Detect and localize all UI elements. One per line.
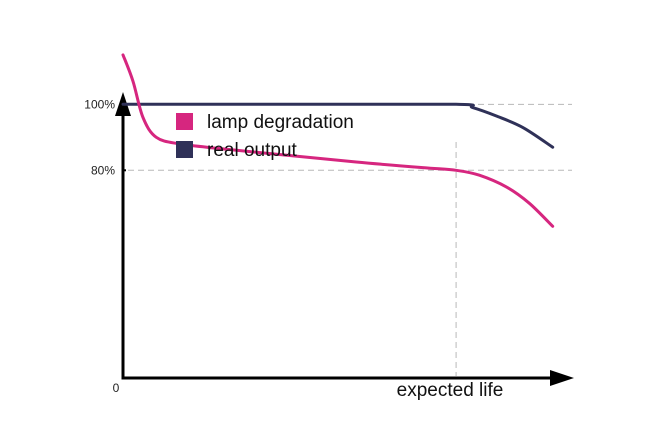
origin-label: 0 [113, 381, 120, 395]
axes [115, 92, 574, 386]
legend-swatch-real-output [176, 141, 193, 158]
series-line-real-output [121, 102, 555, 149]
legend-label-lamp-degradation: lamp degradation [207, 112, 354, 133]
y-tick-label: 100% [84, 97, 115, 111]
x-axis-label: expected life [397, 380, 504, 401]
legend: lamp degradation real output [176, 112, 354, 161]
axis-labels: 0 expected life 100% 80% [84, 97, 503, 401]
series-line-lamp-degradation [121, 53, 555, 228]
y-tick-label: 80% [91, 163, 115, 177]
series-lines [121, 53, 555, 228]
x-axis-arrow-icon [550, 370, 574, 386]
legend-swatch-lamp-degradation [176, 113, 193, 130]
legend-label-real-output: real output [207, 140, 298, 161]
